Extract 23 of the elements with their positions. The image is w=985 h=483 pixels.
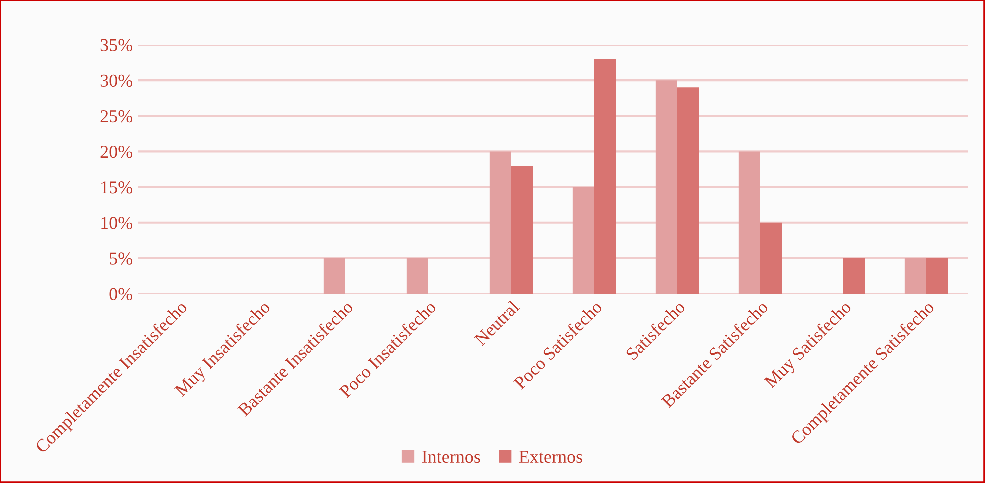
bar <box>406 258 428 294</box>
y-tick-label: 20% <box>100 146 133 158</box>
bar <box>594 59 616 294</box>
y-tick-label: 25% <box>100 110 133 123</box>
bar <box>490 152 512 294</box>
bar <box>844 258 866 294</box>
bar <box>738 152 760 294</box>
bar <box>926 258 948 294</box>
bar <box>904 258 926 294</box>
y-tick-label: 0% <box>110 288 133 300</box>
legend-label: Internos <box>422 451 480 464</box>
bar <box>656 80 678 294</box>
bar <box>512 166 534 294</box>
y-tick-label: 35% <box>100 39 133 52</box>
bar <box>760 222 782 294</box>
bar <box>572 187 594 294</box>
y-tick-label: 15% <box>102 182 133 194</box>
legend-label: Externos <box>519 451 582 464</box>
bar <box>324 258 346 294</box>
bar <box>678 88 700 294</box>
y-tick-label: 10% <box>102 217 133 230</box>
y-tick-label: 5% <box>110 252 133 265</box>
y-tick-label: 30% <box>100 74 133 88</box>
